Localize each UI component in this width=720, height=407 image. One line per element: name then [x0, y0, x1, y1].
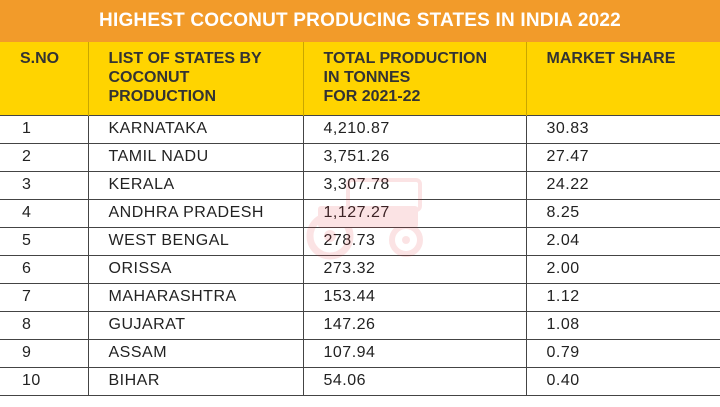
coconut-production-table: S.NO LIST OF STATES BY COCONUT PRODUCTIO…: [0, 42, 720, 396]
cell-sno: 9: [0, 338, 89, 368]
column-header-market-share: MARKET SHARE: [525, 42, 720, 115]
cell-market-share: 8.25: [525, 198, 720, 228]
table-row: 9 ASSAM 107.94 0.79: [0, 338, 720, 368]
cell-sno: 10: [0, 366, 89, 396]
cell-state: KARNATAKA: [87, 114, 304, 144]
cell-market-share: 0.40: [525, 366, 720, 396]
cell-production: 3,751.26: [302, 142, 527, 172]
cell-market-share: 2.00: [525, 254, 720, 284]
cell-production: 4,210.87: [302, 114, 527, 144]
table-row: 1 KARNATAKA 4,210.87 30.83: [0, 114, 720, 144]
cell-state: ORISSA: [87, 254, 304, 284]
column-header-sno: S.NO: [0, 42, 89, 115]
cell-state: BIHAR: [87, 366, 304, 396]
cell-market-share: 24.22: [525, 170, 720, 200]
table-row: 6 ORISSA 273.32 2.00: [0, 254, 720, 284]
cell-sno: 5: [0, 226, 89, 256]
table-row: 2 TAMIL NADU 3,751.26 27.47: [0, 142, 720, 172]
cell-state: ASSAM: [87, 338, 304, 368]
table-header-row: S.NO LIST OF STATES BY COCONUT PRODUCTIO…: [0, 42, 720, 115]
table-row: 4 ANDHRA PRADESH 1,127.27 8.25: [0, 198, 720, 228]
page-title: HIGHEST COCONUT PRODUCING STATES IN INDI…: [0, 0, 720, 42]
column-header-state: LIST OF STATES BY COCONUT PRODUCTION: [87, 42, 304, 115]
cell-state: GUJARAT: [87, 310, 304, 340]
cell-market-share: 1.08: [525, 310, 720, 340]
cell-market-share: 2.04: [525, 226, 720, 256]
column-header-production-line1: TOTAL PRODUCTION: [323, 50, 488, 67]
column-header-state-line1: LIST OF STATES BY: [108, 50, 262, 67]
column-header-state-line3: PRODUCTION: [108, 88, 217, 105]
cell-state: WEST BENGAL: [87, 226, 304, 256]
column-header-market-share-label: MARKET SHARE: [546, 50, 676, 67]
table-row: 7 MAHARASHTRA 153.44 1.12: [0, 282, 720, 312]
cell-sno: 8: [0, 310, 89, 340]
table-row: 3 KERALA 3,307.78 24.22: [0, 170, 720, 200]
cell-state: KERALA: [87, 170, 304, 200]
cell-market-share: 0.79: [525, 338, 720, 368]
column-header-state-line2: COCONUT: [108, 69, 190, 86]
cell-state: ANDHRA PRADESH: [87, 198, 304, 228]
cell-sno: 1: [0, 114, 89, 144]
cell-production: 273.32: [302, 254, 527, 284]
table-row: 8 GUJARAT 147.26 1.08: [0, 310, 720, 340]
column-header-sno-label: S.NO: [20, 50, 60, 67]
cell-market-share: 1.12: [525, 282, 720, 312]
cell-state: MAHARASHTRA: [87, 282, 304, 312]
cell-state: TAMIL NADU: [87, 142, 304, 172]
column-header-production-line2: IN TONNES: [323, 69, 411, 86]
cell-production: 153.44: [302, 282, 527, 312]
cell-sno: 4: [0, 198, 89, 228]
table-row: 5 WEST BENGAL 278.73 2.04: [0, 226, 720, 256]
cell-sno: 3: [0, 170, 89, 200]
cell-production: 54.06: [302, 366, 527, 396]
table-row: 10 BIHAR 54.06 0.40: [0, 366, 720, 396]
column-header-production: TOTAL PRODUCTION IN TONNES FOR 2021-22: [302, 42, 527, 115]
cell-sno: 2: [0, 142, 89, 172]
cell-production: 1,127.27: [302, 198, 527, 228]
cell-production: 278.73: [302, 226, 527, 256]
cell-market-share: 30.83: [525, 114, 720, 144]
cell-market-share: 27.47: [525, 142, 720, 172]
cell-production: 147.26: [302, 310, 527, 340]
column-header-production-line3: FOR 2021-22: [323, 88, 421, 105]
cell-sno: 7: [0, 282, 89, 312]
cell-sno: 6: [0, 254, 89, 284]
cell-production: 107.94: [302, 338, 527, 368]
cell-production: 3,307.78: [302, 170, 527, 200]
